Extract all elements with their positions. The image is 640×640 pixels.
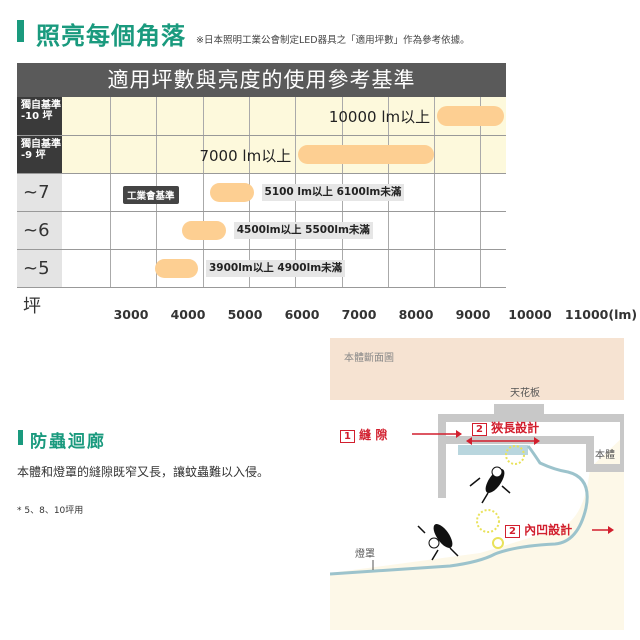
grid-line bbox=[202, 97, 204, 288]
value-label: 3900lm以上 4900lm未滿 bbox=[205, 260, 346, 277]
x-tick-label: 6000 bbox=[284, 307, 320, 322]
section-marker bbox=[17, 20, 24, 42]
range-bar bbox=[182, 221, 226, 240]
row-divider bbox=[17, 135, 506, 136]
row-label-line2: -10 坪 bbox=[21, 111, 53, 122]
narrow-callout: 2 狹長設計 bbox=[472, 419, 539, 436]
range-bar bbox=[210, 183, 254, 202]
x-tick-label: 5000 bbox=[227, 307, 263, 322]
cover-line bbox=[329, 444, 589, 576]
section2-marker bbox=[18, 430, 23, 445]
row-divider bbox=[17, 211, 506, 212]
grid-line bbox=[434, 97, 436, 288]
range-bar bbox=[154, 259, 198, 278]
value-label: 5100 lm以上 6100lm未滿 bbox=[261, 184, 405, 201]
x-tick-label: 8000 bbox=[398, 307, 434, 322]
row-label-line2: -9 坪 bbox=[21, 150, 46, 161]
gap-number: 1 bbox=[340, 430, 355, 443]
ceiling-label: 天花板 bbox=[510, 388, 540, 399]
row-divider bbox=[17, 173, 506, 174]
gap-callout: 1 縫 隙 bbox=[340, 426, 387, 443]
section-title: 照亮每個角落 bbox=[36, 22, 186, 50]
grid-line bbox=[480, 97, 482, 288]
row-label: ~6 坪 bbox=[17, 212, 62, 279]
x-tick-label: 4000 bbox=[170, 307, 206, 322]
value-label: 4500lm以上 5500lm未滿 bbox=[233, 222, 373, 239]
row-label-line1: 獨自基準 bbox=[21, 139, 61, 150]
range-bar bbox=[298, 145, 435, 164]
section2-body: 本體和燈罩的縫隙既窄又長，讓蚊蟲難以入侵。 bbox=[17, 465, 270, 479]
x-tick-label: 10000 bbox=[508, 307, 552, 322]
row-divider bbox=[17, 287, 506, 288]
diagram-title: 本體斷面圖 bbox=[344, 353, 394, 364]
ceiling-band bbox=[330, 338, 624, 400]
row-label-line1: 獨自基準 bbox=[21, 100, 61, 111]
x-tick-label: 7000 bbox=[341, 307, 377, 322]
recess-label: 內凹設計 bbox=[524, 523, 573, 537]
value-label: 7000 lm以上 bbox=[199, 147, 292, 165]
industry-standard-badge: 工業會基準 bbox=[123, 186, 179, 204]
gap-label: 縫 隙 bbox=[359, 428, 388, 442]
narrow-label: 狹長設計 bbox=[491, 421, 540, 435]
mosquito-icon bbox=[469, 466, 511, 504]
cross-section-diagram: 本體斷面圖 天花板 本體 燈罩 1 縫 隙 2 狹長設計 2 內凹設計 bbox=[329, 338, 628, 630]
section2-title: 防蟲迴廊 bbox=[30, 432, 106, 452]
section2-footnote: * 5、8、10坪用 bbox=[17, 506, 84, 516]
body-label: 本體 bbox=[595, 450, 615, 461]
row-label: 獨自基準 -10 坪 bbox=[17, 97, 62, 135]
gap-channel bbox=[458, 445, 528, 455]
range-bar bbox=[437, 106, 504, 126]
row-label-line1: ~5 坪 bbox=[23, 258, 50, 317]
x-tick-label: 3000 bbox=[113, 307, 149, 322]
row-label: ~5 坪 bbox=[17, 250, 62, 317]
recess-callout: 2 內凹設計 bbox=[505, 521, 572, 538]
grid-line bbox=[110, 97, 111, 288]
value-label: 10000 lm以上 bbox=[328, 108, 431, 126]
section-note: ※日本照明工業公會制定LED器具之「適用坪數」作為參考依據。 bbox=[196, 35, 470, 46]
chart-title: 適用坪數與亮度的使用參考基準 bbox=[17, 63, 506, 97]
recess-number: 2 bbox=[505, 525, 520, 538]
diagram-drawing bbox=[329, 338, 628, 630]
narrow-number: 2 bbox=[472, 423, 487, 436]
cover-label: 燈罩 bbox=[355, 549, 375, 560]
mosquito-icon-2 bbox=[417, 524, 459, 561]
x-tick-label: 11000(lm) bbox=[564, 307, 638, 322]
row-label: ~7 坪 bbox=[17, 174, 62, 241]
row-divider bbox=[17, 249, 506, 250]
row-label: 獨自基準 -9 坪 bbox=[17, 136, 62, 173]
x-tick-label: 9000 bbox=[455, 307, 491, 322]
